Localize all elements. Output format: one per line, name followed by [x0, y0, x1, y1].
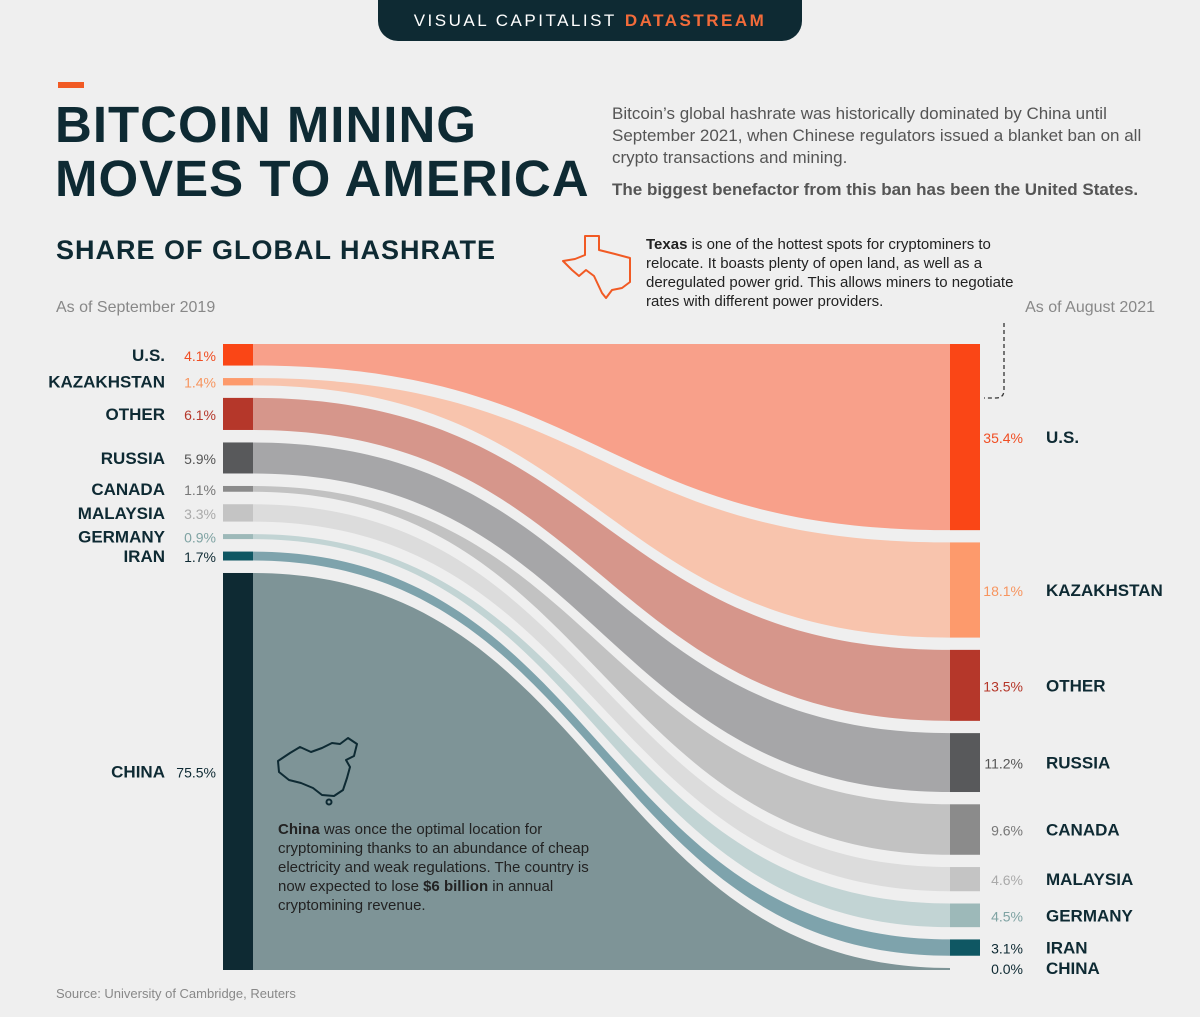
sankey-labels: U.S. 4.1% 35.4% U.S. KAZAKHSTAN 1.4% 18.1% KAZA… [48, 346, 1163, 978]
texas-annotation: Texas is one of the hottest spots for cr… [646, 235, 1026, 311]
right-bar-other [950, 649, 980, 721]
left-bar-us [223, 344, 253, 366]
right-bar-russia [950, 733, 980, 793]
right-value-label-russia: 11.2% [984, 756, 1023, 772]
left-country-label-germany: GERMANY [78, 528, 166, 547]
source-note: Source: University of Cambridge, Reuters [56, 986, 296, 1001]
title-line-1: BITCOIN MINING [55, 96, 477, 153]
right-value-label-kazakhstan: 18.1% [983, 583, 1023, 599]
left-value-label-russia: 5.9% [184, 451, 216, 467]
flow-malaysia [253, 504, 950, 892]
left-value-label-germany: 0.9% [184, 530, 216, 546]
right-bar-malaysia [950, 867, 980, 892]
sankey-bars [223, 344, 980, 970]
title-line-2: MOVES TO AMERICA [55, 150, 590, 207]
left-country-label-us: U.S. [132, 346, 165, 365]
right-value-label-us: 35.4% [983, 430, 1023, 446]
left-country-label-malaysia: MALAYSIA [78, 504, 165, 523]
right-country-label-iran: IRAN [1046, 939, 1088, 958]
right-value-label-germany: 4.5% [991, 908, 1023, 924]
china-outline-icon [277, 737, 358, 806]
left-value-label-us: 4.1% [184, 348, 216, 364]
sankey-flows [253, 344, 950, 970]
brand-banner: VISUAL CAPITALIST DATASTREAM [378, 0, 802, 41]
flow-canada [253, 485, 950, 855]
flow-us [253, 344, 950, 531]
left-country-label-iran: IRAN [123, 547, 165, 566]
left-value-label-malaysia: 3.3% [184, 506, 216, 522]
right-bar-canada [950, 804, 980, 855]
left-country-label-canada: CANADA [91, 480, 165, 499]
flow-kazakhstan [253, 378, 950, 638]
china-annotation-bold: China [278, 821, 320, 838]
intro-bold-statement: The biggest benefactor from this ban has… [612, 180, 1139, 199]
right-value-label-iran: 3.1% [991, 941, 1023, 957]
left-country-label-kazakhstan: KAZAKHSTAN [48, 373, 165, 392]
right-bar-kazakhstan [950, 542, 980, 638]
right-country-label-china: CHINA [1046, 959, 1100, 978]
right-country-label-canada: CANADA [1046, 821, 1120, 840]
left-bar-russia [223, 442, 253, 474]
left-bar-iran [223, 551, 253, 561]
title-accent-bar [58, 82, 84, 88]
as-of-left-label: As of September 2019 [56, 299, 216, 316]
left-bar-china [223, 572, 253, 970]
china-annotation: China was once the optimal location for … [278, 820, 618, 915]
left-bar-other [223, 397, 253, 430]
right-value-label-china: 0.0% [991, 961, 1023, 977]
left-bar-malaysia [223, 504, 253, 522]
right-country-label-other: OTHER [1046, 676, 1106, 695]
left-bar-germany [223, 534, 253, 540]
right-value-label-canada: 9.6% [991, 823, 1023, 839]
intro-paragraph: Bitcoin’s global hashrate was historical… [612, 104, 1142, 167]
china-annotation-text-2: in annual cryptomining revenue. [278, 878, 554, 914]
right-bar-germany [950, 903, 980, 928]
texas-callout-line [984, 323, 1005, 399]
right-value-label-malaysia: 4.6% [991, 872, 1023, 888]
chart-subtitle: SHARE OF GLOBAL HASHRATE [56, 235, 497, 265]
flow-russia [253, 442, 950, 793]
right-country-label-malaysia: MALAYSIA [1046, 870, 1133, 889]
china-annotation-bold-2: $6 billion [423, 878, 489, 895]
flow-germany [253, 534, 950, 928]
right-country-label-us: U.S. [1046, 428, 1079, 447]
left-country-label-russia: RUSSIA [101, 449, 165, 468]
left-country-label-other: OTHER [106, 405, 166, 424]
china-annotation-text-1: was once the optimal location for crypto… [278, 821, 590, 895]
left-country-label-china: CHINA [111, 762, 165, 781]
brand-name: VISUAL CAPITALIST [413, 10, 617, 30]
right-bar-us [950, 344, 980, 531]
left-value-label-other: 6.1% [184, 407, 216, 423]
as-of-right-label: As of August 2021 [1025, 299, 1155, 316]
right-bar-iran [950, 939, 980, 956]
texas-annotation-bold: Texas [646, 236, 688, 253]
right-country-label-russia: RUSSIA [1046, 754, 1110, 773]
texas-annotation-text: is one of the hottest spots for cryptomi… [646, 236, 1014, 310]
right-country-label-kazakhstan: KAZAKHSTAN [1046, 581, 1163, 600]
left-value-label-china: 75.5% [176, 764, 216, 780]
left-value-label-kazakhstan: 1.4% [184, 375, 216, 391]
right-country-label-germany: GERMANY [1046, 906, 1134, 925]
flow-china [253, 572, 950, 970]
page-title: BITCOIN MINING MOVES TO AMERICA [55, 98, 590, 206]
left-value-label-canada: 1.1% [184, 482, 216, 498]
left-value-label-iran: 1.7% [184, 549, 216, 565]
flow-other [253, 397, 950, 721]
right-value-label-other: 13.5% [983, 678, 1023, 694]
texas-outline-icon [562, 235, 631, 299]
left-bar-kazakhstan [223, 378, 253, 386]
brand-accent: DATASTREAM [624, 10, 767, 30]
left-bar-canada [223, 485, 253, 492]
flow-iran [253, 551, 950, 956]
intro-text-block: Bitcoin’s global hashrate was historical… [612, 103, 1172, 201]
